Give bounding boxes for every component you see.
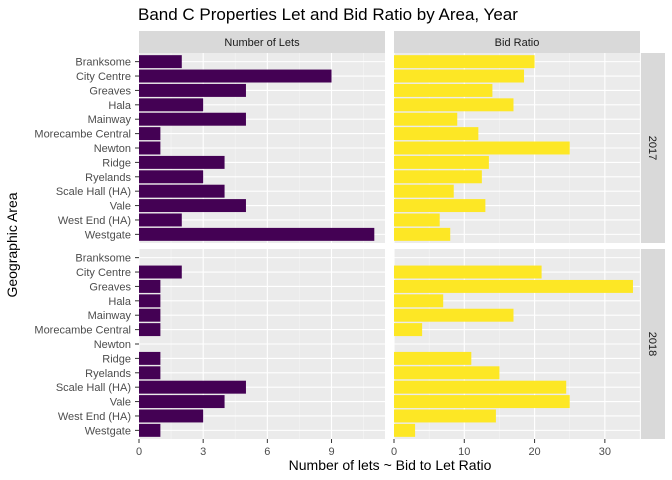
x-tick-label: 20 xyxy=(528,446,540,458)
y-tick-label: Scale Hall (HA) xyxy=(56,382,131,394)
y-tick-label: Ryelands xyxy=(85,368,131,380)
bar-ryelands xyxy=(139,170,204,184)
y-tick-label: West End (HA) xyxy=(58,411,131,423)
bar-ryelands xyxy=(139,366,161,380)
y-tick-label: Morecambe Central xyxy=(34,129,131,141)
bar-hala xyxy=(394,294,444,308)
bar-westgate xyxy=(139,423,161,437)
bar-ridge xyxy=(139,351,161,365)
panel-number-of-lets-2017 xyxy=(138,53,385,243)
y-tick-label: West End (HA) xyxy=(58,215,131,227)
bar-west-end-ha xyxy=(139,409,204,423)
x-tick-label: 0 xyxy=(391,446,397,458)
bar-mainway xyxy=(394,308,514,322)
y-tick-label: Vale xyxy=(110,201,131,213)
x-tick-label: 3 xyxy=(200,446,206,458)
y-tick-label: City Centre xyxy=(76,267,131,279)
panel-number-of-lets-2018 xyxy=(138,249,385,439)
bar-westgate xyxy=(139,227,375,241)
bar-west-end-ha xyxy=(394,409,496,423)
bar-city-centre xyxy=(394,69,525,83)
bar-morecambe-central xyxy=(394,323,423,337)
panel-bid-ratio-2017 xyxy=(393,53,641,243)
bar-ryelands xyxy=(394,170,482,184)
bar-city-centre xyxy=(139,265,182,279)
bar-branksome xyxy=(139,55,182,69)
bar-scale-hall-ha xyxy=(394,184,454,198)
chart-title: Band C Properties Let and Bid Ratio by A… xyxy=(138,5,518,24)
bar-mainway xyxy=(394,112,458,126)
bar-city-centre xyxy=(139,69,332,83)
y-tick-label: Branksome xyxy=(75,57,131,69)
x-tick-label: 6 xyxy=(264,446,270,458)
y-tick-label: City Centre xyxy=(76,71,131,83)
bar-westgate xyxy=(394,423,416,437)
bar-newton xyxy=(394,141,570,155)
bar-branksome xyxy=(394,55,535,69)
strip-label: 2017 xyxy=(646,136,658,160)
bar-greaves xyxy=(139,83,246,97)
panels: Number of Lets Bid Ratio 2017 2018 Branksome… xyxy=(34,31,665,458)
bar-west-end-ha xyxy=(394,213,440,227)
y-tick-label: Newton xyxy=(94,143,131,155)
bar-hala xyxy=(139,294,161,308)
bar-mainway xyxy=(139,112,246,126)
strip-label: Number of Lets xyxy=(224,37,300,49)
y-tick-label: Ridge xyxy=(102,353,131,365)
y-tick-label: Ryelands xyxy=(85,172,131,184)
bar-west-end-ha xyxy=(139,213,182,227)
strip-number-of-lets xyxy=(139,31,385,53)
y-tick-label: Ridge xyxy=(102,157,131,169)
bar-morecambe-central xyxy=(139,127,161,141)
bar-vale xyxy=(394,199,486,213)
x-tick-label: 10 xyxy=(458,446,470,458)
bar-hala xyxy=(139,98,204,112)
bar-greaves xyxy=(394,83,493,97)
strip-label: Bid Ratio xyxy=(495,37,540,49)
bar-westgate xyxy=(394,227,451,241)
panel-bid-ratio-2018 xyxy=(393,249,641,439)
bar-ridge xyxy=(394,155,489,169)
bar-greaves xyxy=(139,279,161,293)
y-tick-label: Hala xyxy=(108,296,132,308)
bar-hala xyxy=(394,98,514,112)
y-tick-label: Westgate xyxy=(85,229,131,241)
x-tick-label: 0 xyxy=(136,446,142,458)
x-axis-title: Number of lets ~ Bid to Let Ratio xyxy=(289,457,492,473)
y-tick-label: Mainway xyxy=(88,114,132,126)
bar-city-centre xyxy=(394,265,542,279)
bar-ryelands xyxy=(394,366,500,380)
x-tick-label: 30 xyxy=(599,446,611,458)
bar-ridge xyxy=(394,351,472,365)
y-tick-label: Hala xyxy=(108,100,132,112)
bar-morecambe-central xyxy=(139,323,161,337)
y-tick-label: Mainway xyxy=(88,310,132,322)
strip-year-2018 xyxy=(641,249,665,439)
bar-mainway xyxy=(139,308,161,322)
bar-newton xyxy=(139,141,161,155)
y-tick-label: Vale xyxy=(110,397,131,409)
y-tick-label: Newton xyxy=(94,339,131,351)
x-tick-label: 9 xyxy=(328,446,334,458)
strip-year-2017 xyxy=(641,53,665,243)
y-tick-label: Morecambe Central xyxy=(34,325,131,337)
bar-morecambe-central xyxy=(394,127,479,141)
bar-scale-hall-ha xyxy=(394,380,567,394)
bar-scale-hall-ha xyxy=(139,380,246,394)
bar-greaves xyxy=(394,279,633,293)
y-tick-label: Westgate xyxy=(85,425,131,437)
bar-vale xyxy=(139,199,246,213)
y-tick-label: Greaves xyxy=(89,85,131,97)
bar-vale xyxy=(139,395,225,409)
bar-scale-hall-ha xyxy=(139,184,225,198)
y-axis-title: Geographic Area xyxy=(4,192,20,297)
bar-ridge xyxy=(139,155,225,169)
strip-label: 2018 xyxy=(646,332,658,356)
bar-vale xyxy=(394,395,570,409)
y-tick-label: Greaves xyxy=(89,281,131,293)
y-tick-label: Branksome xyxy=(75,253,131,265)
y-tick-label: Scale Hall (HA) xyxy=(56,186,131,198)
strip-bid-ratio xyxy=(394,31,640,53)
